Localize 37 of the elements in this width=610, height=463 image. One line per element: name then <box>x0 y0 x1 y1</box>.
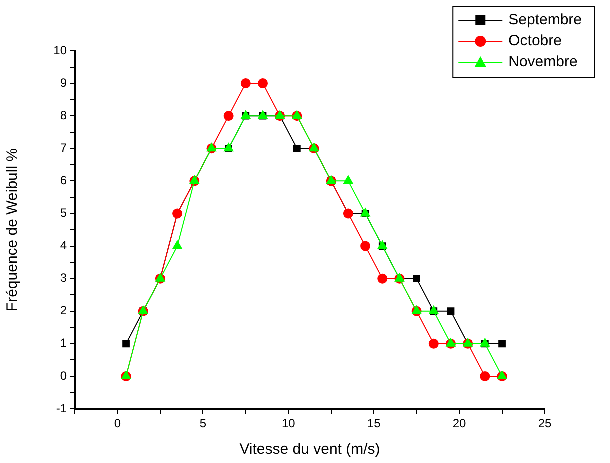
y-tick-label: 8 <box>60 108 68 122</box>
point <box>428 338 439 349</box>
point <box>447 308 455 316</box>
x-axis-title: Vitesse du vent (m/s) <box>240 441 380 458</box>
point <box>172 240 182 250</box>
y-tick-label: 4 <box>60 238 68 253</box>
x-tick-label: 5 <box>200 416 207 431</box>
y-axis-title: Fréquence de Weibull % <box>4 148 22 312</box>
y-tick-label: 6 <box>60 173 68 188</box>
point <box>480 371 490 382</box>
y-tick-label: 10 <box>54 43 68 58</box>
point <box>344 176 354 184</box>
point <box>122 340 130 348</box>
point <box>258 78 268 89</box>
y-tick-label: 9 <box>60 76 68 90</box>
point <box>224 111 234 122</box>
x-tick-label: 20 <box>452 416 467 431</box>
x-tick-label: 15 <box>367 416 382 431</box>
y-tick-label: 3 <box>60 271 68 286</box>
y-tick-label: 7 <box>60 140 68 155</box>
point <box>413 275 420 282</box>
legend-label: Octobre <box>508 32 562 50</box>
y-tick-label: 0 <box>60 368 68 383</box>
x-tick-label: 0 <box>114 416 122 431</box>
x-tick-label: 25 <box>538 416 552 431</box>
point <box>294 144 301 152</box>
y-tick-label: 1 <box>60 336 68 350</box>
point <box>240 78 251 89</box>
legend-label: Septembre <box>508 12 582 29</box>
point <box>498 340 506 348</box>
point <box>360 241 371 252</box>
y-tick-label: -1 <box>56 401 68 416</box>
legend-label: Novembre <box>508 54 578 71</box>
point <box>378 274 388 284</box>
y-tick-label: 5 <box>60 206 68 220</box>
x-tick-label: 10 <box>282 416 296 431</box>
y-tick-label: 2 <box>60 304 68 318</box>
